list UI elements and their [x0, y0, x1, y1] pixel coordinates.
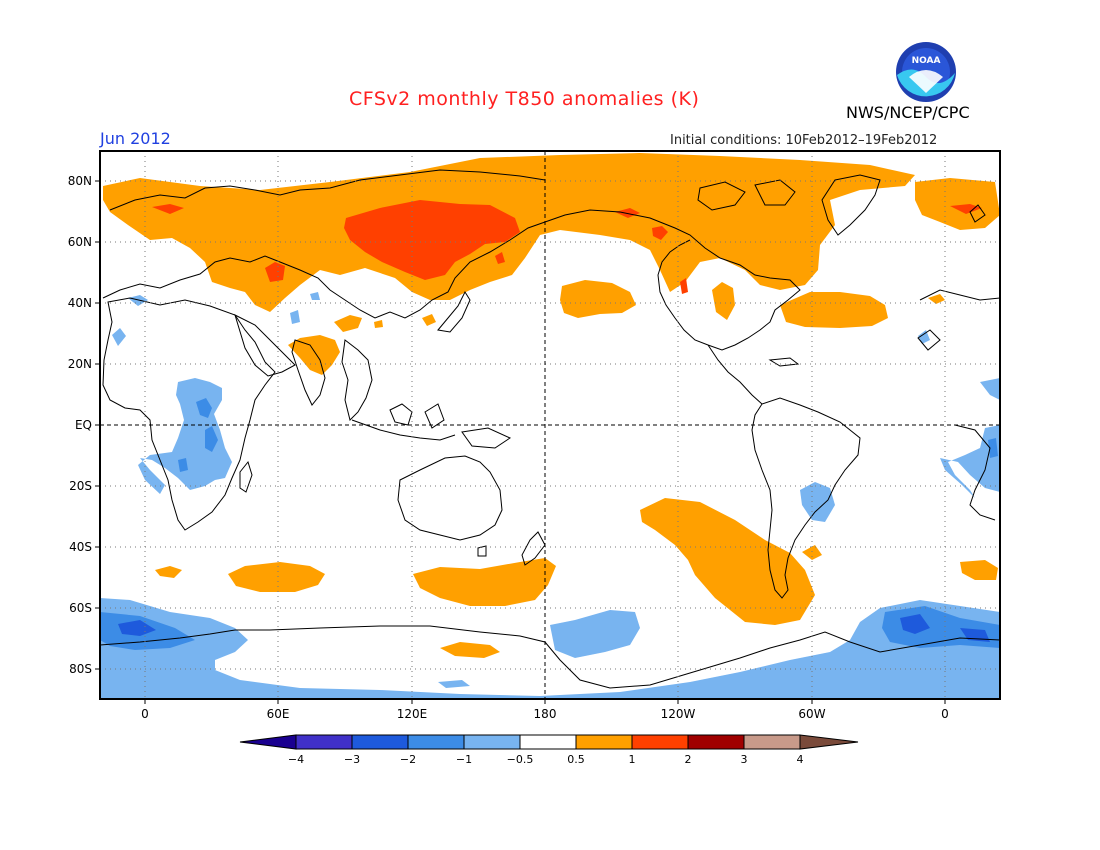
- colorbar-swatch: [463, 734, 521, 750]
- colorbar-label: 2: [685, 753, 692, 766]
- colorbar-swatch: [239, 734, 297, 750]
- colorbar-swatch: [799, 734, 859, 750]
- cold-anomaly-regions: [100, 292, 1000, 699]
- initial-conditions: Initial conditions: 10Feb2012–19Feb2012: [670, 133, 938, 148]
- tick-marks: [95, 180, 946, 704]
- colorbar: [239, 734, 859, 750]
- lat-labels: 80N 60N 40N 20N EQ 20S 40S 60S 80S: [68, 174, 92, 676]
- lat-label: 60S: [69, 601, 92, 615]
- lat-label: 80N: [68, 174, 92, 188]
- map-title: CFSv2 monthly T850 anomalies (K): [349, 88, 700, 110]
- lon-label: 120E: [397, 707, 428, 721]
- colorbar-label: 1: [629, 753, 636, 766]
- lon-label: 0: [141, 707, 149, 721]
- lat-label: 40N: [68, 296, 92, 310]
- colorbar-label: 3: [741, 753, 748, 766]
- colorbar-label: −4: [288, 753, 304, 766]
- lat-label: 40S: [69, 540, 92, 554]
- lon-label: 180: [534, 707, 557, 721]
- colorbar-label: −3: [344, 753, 360, 766]
- lat-label: 60N: [68, 235, 92, 249]
- colorbar-labels: −4 −3 −2 −1 −0.5 0.5 1 2 3 4: [288, 753, 804, 766]
- coastlines: [100, 169, 1000, 689]
- colorbar-label: 0.5: [567, 753, 585, 766]
- warm-anomaly-regions: [103, 153, 1000, 658]
- anomaly-fields: [100, 153, 1000, 699]
- lon-label: 120W: [661, 707, 696, 721]
- colorbar-label: 4: [797, 753, 804, 766]
- colorbar-label: −2: [400, 753, 416, 766]
- colorbar-swatch: [575, 734, 633, 750]
- reference-lines: [100, 151, 1000, 699]
- colorbar-swatch: [351, 734, 409, 750]
- lon-label: 60W: [798, 707, 825, 721]
- lon-label: 0: [941, 707, 949, 721]
- colorbar-label: −1: [456, 753, 472, 766]
- noaa-logo: NOAA: [896, 42, 956, 102]
- colorbar-label: −0.5: [507, 753, 534, 766]
- lon-label: 60E: [267, 707, 290, 721]
- colorbar-swatch: [687, 734, 745, 750]
- lat-label: 20S: [69, 479, 92, 493]
- colorbar-swatch: [631, 734, 689, 750]
- colorbar-swatch: [743, 734, 801, 750]
- strong-warm-anomaly-regions: [152, 200, 982, 294]
- lon-labels: 0 60E 120E 180 120W 60W 0: [141, 707, 949, 721]
- strongest-cold-anomaly-regions: [118, 614, 990, 642]
- lat-label: EQ: [75, 418, 92, 432]
- colorbar-swatch: [407, 734, 465, 750]
- colorbar-swatch: [295, 734, 353, 750]
- colorbar-swatch: [519, 734, 577, 750]
- svg-text:NOAA: NOAA: [912, 56, 941, 66]
- map-grid: [100, 151, 1000, 699]
- lat-label: 80S: [69, 662, 92, 676]
- forecast-month: Jun 2012: [100, 129, 171, 148]
- agency-label: NWS/NCEP/CPC: [846, 103, 970, 122]
- lat-label: 20N: [68, 357, 92, 371]
- stronger-cold-anomaly-regions: [100, 398, 1000, 650]
